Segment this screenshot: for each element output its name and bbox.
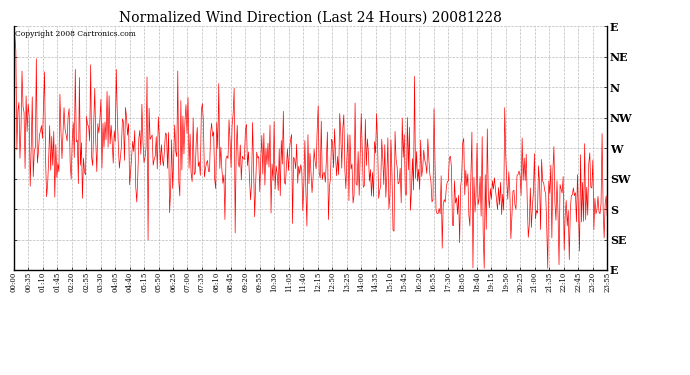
Text: Copyright 2008 Cartronics.com: Copyright 2008 Cartronics.com xyxy=(15,30,136,38)
Title: Normalized Wind Direction (Last 24 Hours) 20081228: Normalized Wind Direction (Last 24 Hours… xyxy=(119,11,502,25)
